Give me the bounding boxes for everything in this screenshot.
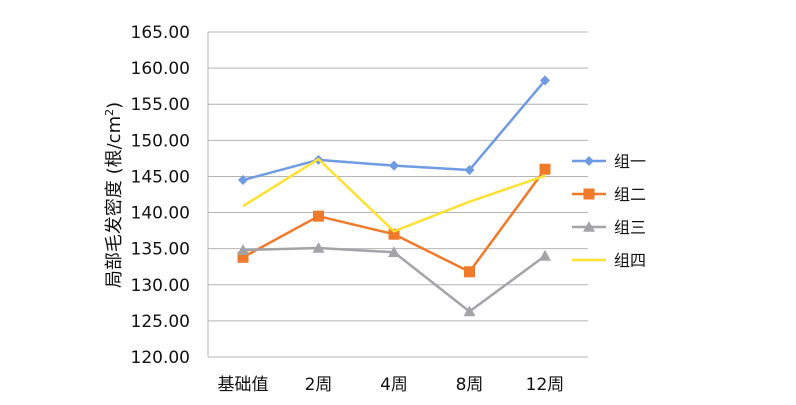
y-tick-label: 120.00 xyxy=(131,348,190,368)
y-tick-label: 125.00 xyxy=(131,312,190,332)
y-tick-label: 160.00 xyxy=(131,59,190,79)
data-point xyxy=(463,305,476,317)
y-tick-labels: 120.00 125.00 130.00 135.00 140.00 145.00 150.… xyxy=(131,23,190,368)
y-tick-label: 165.00 xyxy=(131,23,190,43)
x-tick-label: 基础值 xyxy=(218,375,269,395)
y-axis-label-close: ) xyxy=(104,102,125,109)
data-point xyxy=(584,156,594,166)
data-point xyxy=(237,244,249,255)
data-point xyxy=(583,221,595,232)
data-point xyxy=(540,75,550,86)
series-组三 xyxy=(237,241,551,317)
data-point xyxy=(464,266,475,278)
data-point xyxy=(313,210,324,222)
data-point xyxy=(238,175,248,186)
data-point xyxy=(388,246,400,258)
series-group xyxy=(237,75,551,317)
series-组二 xyxy=(237,163,551,278)
data-point xyxy=(312,241,325,253)
legend-label: 组一 xyxy=(614,152,646,171)
legend-label: 组三 xyxy=(614,218,646,237)
y-tick-label: 145.00 xyxy=(131,167,190,187)
x-tick-label: 4周 xyxy=(380,375,408,395)
data-point xyxy=(464,164,475,175)
series-line xyxy=(242,157,546,233)
legend-item: 组二 xyxy=(572,185,646,204)
y-tick-label: 140.00 xyxy=(131,204,190,224)
legend-item: 组三 xyxy=(572,218,646,237)
x-tick-labels: 基础值 2周 4周 8周 12周 xyxy=(218,375,565,395)
data-point xyxy=(388,228,400,240)
y-tick-label: 150.00 xyxy=(131,131,190,151)
x-tick-label: 2周 xyxy=(305,375,333,395)
x-tick-label: 8周 xyxy=(456,375,484,395)
data-point xyxy=(539,163,551,175)
legend-label: 组四 xyxy=(614,251,646,270)
data-point xyxy=(539,249,551,261)
series-组一 xyxy=(238,75,550,186)
data-point xyxy=(389,160,399,171)
legend-item: 组一 xyxy=(572,152,646,171)
legend-label: 组二 xyxy=(614,185,646,204)
legend-item: 组四 xyxy=(572,251,646,270)
data-point xyxy=(583,188,595,200)
series-line xyxy=(242,246,546,313)
y-axis-label-sup: 2 xyxy=(103,109,116,116)
y-tick-label: 130.00 xyxy=(131,276,190,296)
y-tick-label: 135.00 xyxy=(131,240,190,260)
y-axis-label-main: 局部毛发密度 (根/cm xyxy=(104,116,125,288)
y-tick-label: 155.00 xyxy=(131,95,190,115)
x-tick-label: 12周 xyxy=(526,375,565,395)
series-组四 xyxy=(242,157,546,233)
y-axis-label: 局部毛发密度 (根/cm2) xyxy=(103,102,125,288)
grid-lines xyxy=(207,31,588,358)
data-point xyxy=(237,251,249,263)
